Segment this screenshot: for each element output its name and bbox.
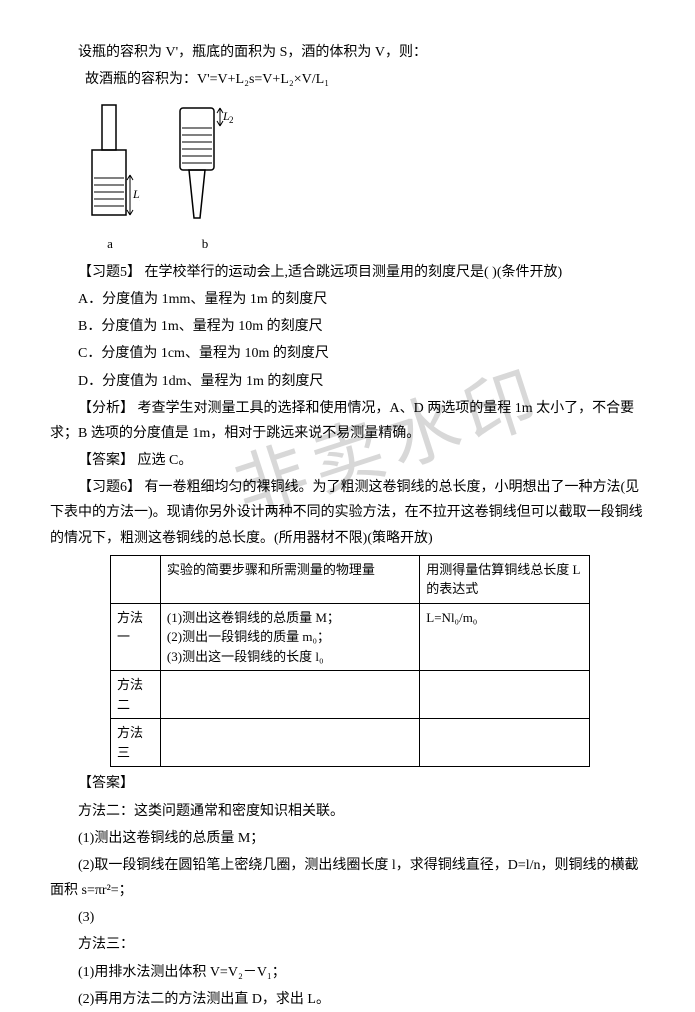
r1c2: (1)测出这卷铜线的总质量 M； (2)测出一段铜线的质量 m₀； (3)测出这…: [160, 603, 419, 671]
q6-title: 【习题6】 有一卷粗细均匀的裸铜线。为了粗测这卷铜线的总长度，小明想出了一种方法…: [50, 475, 645, 551]
q5-optB: B．分度值为 1m、量程为 10m 的刻度尺: [50, 314, 645, 339]
th-steps: 实验的简要步骤和所需测量的物理量: [160, 555, 419, 603]
intro-line2: 故酒瓶的容积为：V'=V+L₂s=V+L₂×V/L₁: [50, 67, 645, 92]
svg-text:2: 2: [229, 115, 234, 125]
m2-intro: 方法二：这类问题通常和密度知识相关联。: [50, 799, 645, 824]
r3c2: [160, 719, 419, 767]
r1c1: 方法一: [111, 603, 161, 671]
q5-answer: 【答案】 应选 C。: [50, 448, 645, 473]
r2c1: 方法二: [111, 671, 161, 719]
r1c3: L=Nl₀/m₀: [420, 603, 590, 671]
m3-s2: (2)再用方法二的方法测出直 D，求出 L。: [50, 987, 645, 1012]
m2-s3: (3): [50, 905, 645, 930]
q5-optA: A．分度值为 1mm、量程为 1m 的刻度尺: [50, 287, 645, 312]
m2-s2: (2)取一段铜线在圆铅笔上密绕几圈，测出线圈长度 l，求得铜线直径，D=l/n，…: [50, 853, 645, 903]
th-blank: [111, 555, 161, 603]
document-body: 设瓶的容积为 V'，瓶底的面积为 S，酒的体积为 V，则： 故酒瓶的容积为：V'…: [50, 40, 645, 1012]
methods-table: 实验的简要步骤和所需测量的物理量 用测得量估算铜线总长度 L 的表达式 方法一 …: [110, 555, 590, 768]
m2-s1: (1)测出这卷铜线的总质量 M；: [50, 826, 645, 851]
bottle-a-icon: L 1: [80, 100, 140, 230]
r3c3: [420, 719, 590, 767]
bottle-b-icon: L 2: [170, 100, 240, 230]
q5-title: 【习题5】 在学校举行的运动会上,适合跳远项目测量用的刻度尺是( )(条件开放): [50, 260, 645, 285]
ans-header: 【答案】: [50, 771, 645, 796]
m3-s1: (1)用排水法测出体积 V=V₂－V₁；: [50, 960, 645, 985]
q5-optD: D．分度值为 1dm、量程为 1m 的刻度尺: [50, 369, 645, 394]
svg-text:1: 1: [139, 193, 140, 203]
r3c1: 方法三: [111, 719, 161, 767]
bottle-diagram: L 1 a L 2 b: [80, 100, 645, 255]
th-formula: 用测得量估算铜线总长度 L 的表达式: [420, 555, 590, 603]
r2c3: [420, 671, 590, 719]
m3-intro: 方法三：: [50, 932, 645, 957]
bottle-a-label: a: [107, 232, 113, 255]
intro-line1: 设瓶的容积为 V'，瓶底的面积为 S，酒的体积为 V，则：: [50, 40, 645, 65]
q5-optC: C．分度值为 1cm、量程为 10m 的刻度尺: [50, 341, 645, 366]
bottle-b-label: b: [202, 232, 209, 255]
q5-analysis: 【分析】 考查学生对测量工具的选择和使用情况，A、D 两选项的量程 1m 太小了…: [50, 396, 645, 446]
r2c2: [160, 671, 419, 719]
